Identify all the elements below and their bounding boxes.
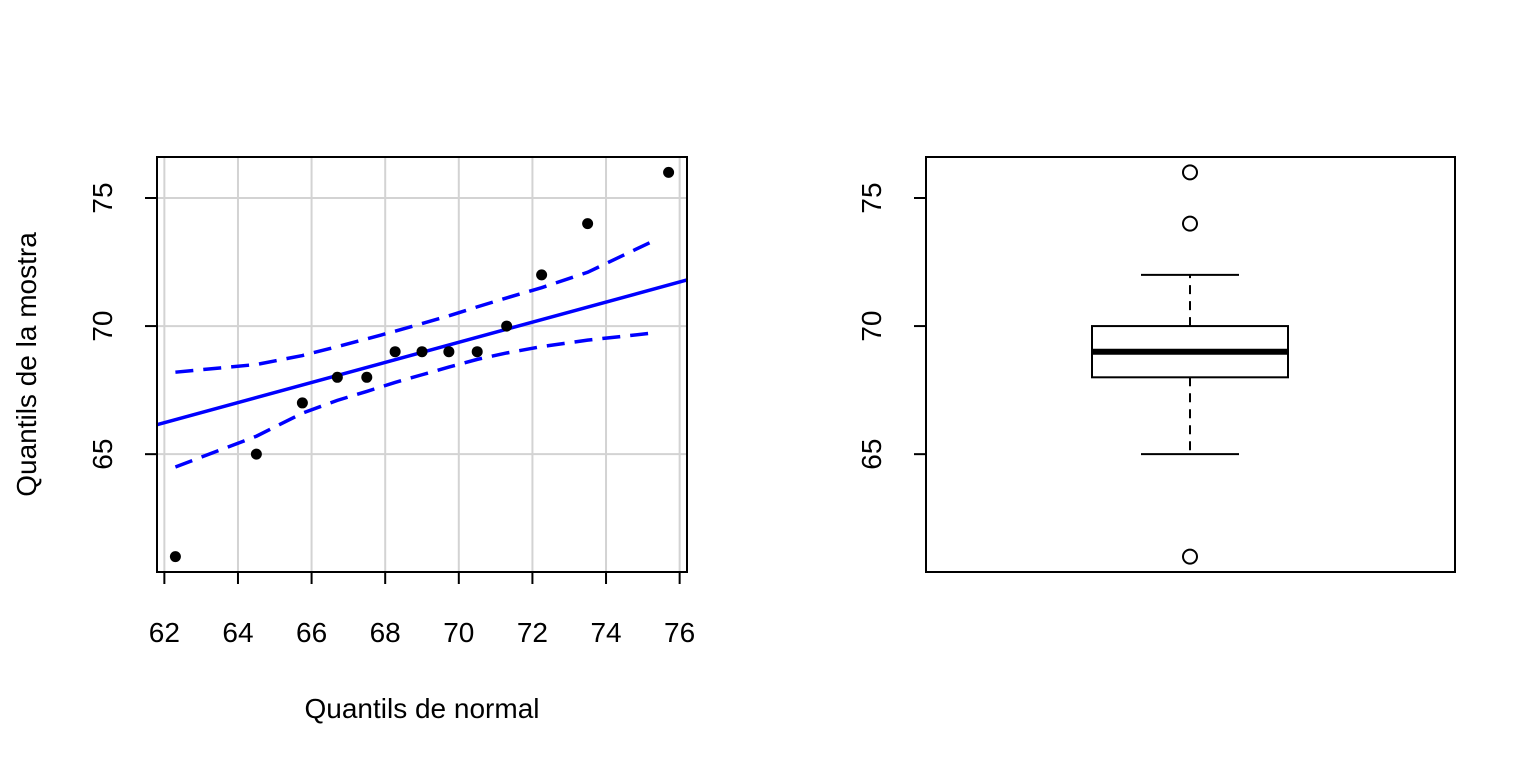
- boxplot: [1091, 273, 1289, 456]
- boxplot-outlier: [1182, 164, 1198, 181]
- boxplot-y-tick-label: 70: [856, 310, 887, 341]
- qq-point: [389, 346, 401, 358]
- qq-point: [361, 371, 373, 383]
- qq-point: [443, 346, 455, 358]
- qq-x-tick-label: 72: [517, 617, 548, 648]
- boxplot-outlier: [1182, 548, 1198, 565]
- qq-x-tick-label: 68: [370, 617, 401, 648]
- qq-upper-confidence-band: [175, 237, 659, 374]
- qq-x-tick-label: 66: [296, 617, 327, 648]
- qq-plot-frame: [156, 156, 688, 573]
- boxplot-panel: 65 70 75: [856, 156, 1456, 573]
- qq-point: [582, 218, 594, 230]
- boxplot-y-tick-label: 75: [856, 182, 887, 213]
- qq-y-axis: 65 70 75: [87, 182, 158, 470]
- qq-plot-panel: 62 64 66 68 70 72 74 76 65 70 75 Quantils de norm…: [11, 156, 695, 724]
- qq-y-tick-label: 75: [87, 182, 118, 213]
- qq-point: [250, 448, 262, 460]
- boxplot-y-axis: 65 70 75: [856, 182, 927, 470]
- qq-point: [663, 166, 675, 178]
- qq-point: [331, 371, 343, 383]
- qq-point: [471, 346, 483, 358]
- qq-lower-confidence-band: [174, 330, 658, 469]
- qq-point: [501, 320, 513, 332]
- qq-x-tick-label: 74: [590, 617, 621, 648]
- qq-point: [416, 346, 428, 358]
- qq-grid: [157, 157, 687, 572]
- qq-point: [296, 397, 308, 409]
- boxplot-outliers: [1182, 164, 1198, 565]
- qq-points: [169, 166, 675, 563]
- boxplot-outlier: [1182, 215, 1198, 232]
- qq-y-axis-label: Quantils de la mostra: [11, 232, 42, 497]
- qq-point: [169, 551, 181, 563]
- qq-y-tick-label: 70: [87, 310, 118, 341]
- qq-x-tick-label: 70: [443, 617, 474, 648]
- qq-x-axis: 62 64 66 68 70 72 74 76: [149, 571, 695, 648]
- qq-x-tick-label: 64: [222, 617, 253, 648]
- qq-x-tick-label: 76: [664, 617, 695, 648]
- qq-x-axis-label: Quantils de normal: [304, 693, 539, 724]
- qq-point: [536, 269, 548, 281]
- qq-x-tick-label: 62: [149, 617, 180, 648]
- qq-y-tick-label: 65: [87, 439, 118, 470]
- boxplot-y-tick-label: 65: [856, 439, 887, 470]
